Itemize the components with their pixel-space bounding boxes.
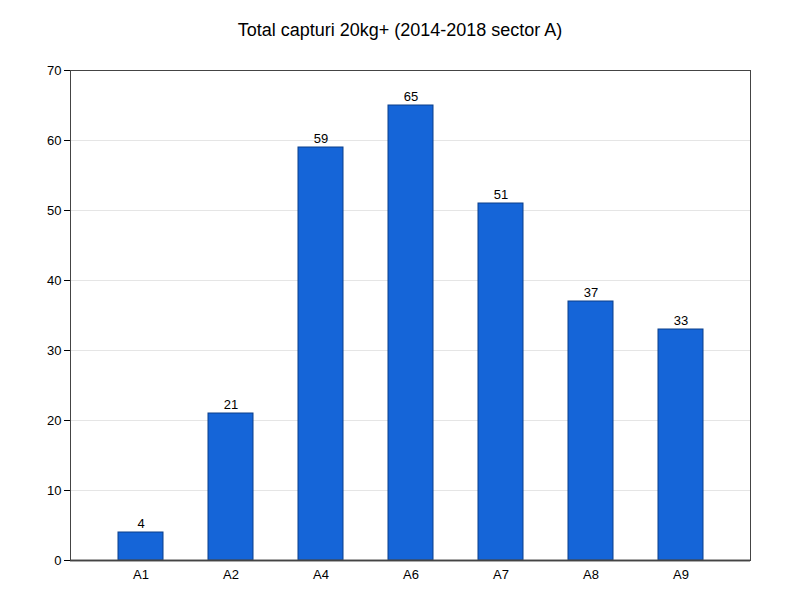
- svg-text:A8: A8: [583, 567, 599, 582]
- svg-text:30: 30: [47, 343, 61, 358]
- svg-text:51: 51: [494, 187, 508, 202]
- svg-text:21: 21: [224, 397, 238, 412]
- svg-text:A6: A6: [403, 567, 419, 582]
- svg-text:37: 37: [584, 285, 598, 300]
- svg-text:A4: A4: [313, 567, 329, 582]
- html-text:Total capturi 20kg+ (2014-2018: Total capturi 20kg+ (2014-2018 sector A): [237, 20, 563, 40]
- svg-text:A7: A7: [493, 567, 509, 582]
- svg-text:0: 0: [54, 553, 61, 568]
- svg-text:60: 60: [47, 133, 61, 148]
- svg-text:A1: A1: [133, 567, 149, 582]
- svg-text:59: 59: [314, 131, 328, 146]
- svg-text:40: 40: [47, 273, 61, 288]
- svg-text:20: 20: [47, 413, 61, 428]
- svg-text:4: 4: [137, 516, 144, 531]
- svg-text:70: 70: [47, 63, 61, 78]
- svg-text:65: 65: [404, 89, 418, 104]
- svg-text:50: 50: [47, 203, 61, 218]
- svg-text:33: 33: [674, 313, 688, 328]
- svg-text:10: 10: [47, 483, 61, 498]
- svg-text:A2: A2: [223, 567, 239, 582]
- svg-text:A9: A9: [673, 567, 689, 582]
